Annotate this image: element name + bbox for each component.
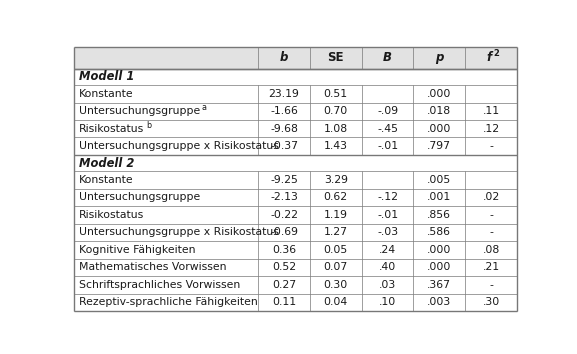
Text: 0.62: 0.62 (324, 193, 348, 202)
Text: Schriftsprachliches Vorwissen: Schriftsprachliches Vorwissen (79, 280, 240, 290)
Text: -2.13: -2.13 (270, 193, 298, 202)
Text: .11: .11 (482, 106, 500, 116)
Text: .000: .000 (427, 124, 452, 134)
Text: .367: .367 (428, 280, 451, 290)
Text: Konstante: Konstante (79, 175, 133, 185)
Text: Untersuchungsgruppe: Untersuchungsgruppe (79, 106, 200, 116)
Text: 1.27: 1.27 (324, 227, 348, 238)
Text: 2: 2 (493, 49, 500, 58)
Text: 1.08: 1.08 (324, 124, 348, 134)
Text: -: - (489, 280, 493, 290)
Text: Untersuchungsgruppe: Untersuchungsgruppe (79, 193, 200, 202)
Text: -: - (489, 227, 493, 238)
Text: 0.36: 0.36 (272, 245, 296, 255)
Text: .21: .21 (482, 262, 500, 272)
Text: 3.29: 3.29 (324, 175, 348, 185)
Text: .10: .10 (379, 297, 396, 307)
Text: .02: .02 (482, 193, 500, 202)
Text: -.03: -.03 (377, 227, 398, 238)
Text: .586: .586 (428, 227, 451, 238)
Text: Untersuchungsgruppe x Risikostatus: Untersuchungsgruppe x Risikostatus (79, 227, 279, 238)
Text: b: b (146, 121, 151, 130)
Text: -.09: -.09 (377, 106, 398, 116)
Text: -.12: -.12 (377, 193, 398, 202)
Text: .003: .003 (427, 297, 451, 307)
Text: SE: SE (328, 51, 344, 64)
Text: Modell 2: Modell 2 (79, 156, 134, 170)
Text: .30: .30 (482, 297, 500, 307)
Text: .000: .000 (427, 89, 452, 99)
Text: Konstante: Konstante (79, 89, 133, 99)
Text: .797: .797 (428, 141, 451, 151)
Text: .856: .856 (428, 210, 451, 220)
Text: Untersuchungsgruppe x Risikostatus: Untersuchungsgruppe x Risikostatus (79, 141, 279, 151)
Text: -9.25: -9.25 (270, 175, 298, 185)
Text: .005: .005 (427, 175, 451, 185)
Text: b: b (280, 51, 288, 64)
Text: .08: .08 (482, 245, 500, 255)
Text: Risikostatus: Risikostatus (79, 124, 144, 134)
Text: 0.30: 0.30 (324, 280, 348, 290)
Text: -.01: -.01 (377, 210, 398, 220)
Text: 0.07: 0.07 (324, 262, 348, 272)
Text: 23.19: 23.19 (268, 89, 299, 99)
Text: -: - (489, 210, 493, 220)
Text: -9.68: -9.68 (270, 124, 298, 134)
Text: 0.04: 0.04 (324, 297, 348, 307)
Text: 1.43: 1.43 (324, 141, 348, 151)
Bar (74, 47, 517, 69)
Text: B: B (383, 51, 392, 64)
Text: Kognitive Fähigkeiten: Kognitive Fähigkeiten (79, 245, 196, 255)
Text: 0.27: 0.27 (272, 280, 296, 290)
Text: 0.51: 0.51 (324, 89, 348, 99)
Text: .12: .12 (482, 124, 500, 134)
Text: -0.69: -0.69 (270, 227, 298, 238)
Text: 0.05: 0.05 (324, 245, 348, 255)
Text: -1.66: -1.66 (270, 106, 298, 116)
Text: 0.70: 0.70 (324, 106, 348, 116)
Text: .40: .40 (379, 262, 396, 272)
Text: p: p (435, 51, 444, 64)
Text: -.01: -.01 (377, 141, 398, 151)
Text: .03: .03 (379, 280, 396, 290)
Text: Modell 1: Modell 1 (79, 70, 134, 84)
Text: -.45: -.45 (377, 124, 398, 134)
Text: 1.19: 1.19 (324, 210, 348, 220)
Text: .001: .001 (427, 193, 451, 202)
Text: .000: .000 (427, 262, 452, 272)
Text: 0.52: 0.52 (272, 262, 296, 272)
Text: -0.22: -0.22 (270, 210, 298, 220)
Text: -: - (489, 141, 493, 151)
Text: .018: .018 (428, 106, 451, 116)
Text: Mathematisches Vorwissen: Mathematisches Vorwissen (79, 262, 226, 272)
Text: a: a (202, 103, 207, 113)
Text: -0.37: -0.37 (270, 141, 298, 151)
Text: f: f (486, 51, 492, 64)
Text: 0.11: 0.11 (272, 297, 296, 307)
Text: Rezeptiv-sprachliche Fähigkeiten: Rezeptiv-sprachliche Fähigkeiten (79, 297, 257, 307)
Text: Risikostatus: Risikostatus (79, 210, 144, 220)
Text: .24: .24 (379, 245, 396, 255)
Text: .000: .000 (427, 245, 452, 255)
